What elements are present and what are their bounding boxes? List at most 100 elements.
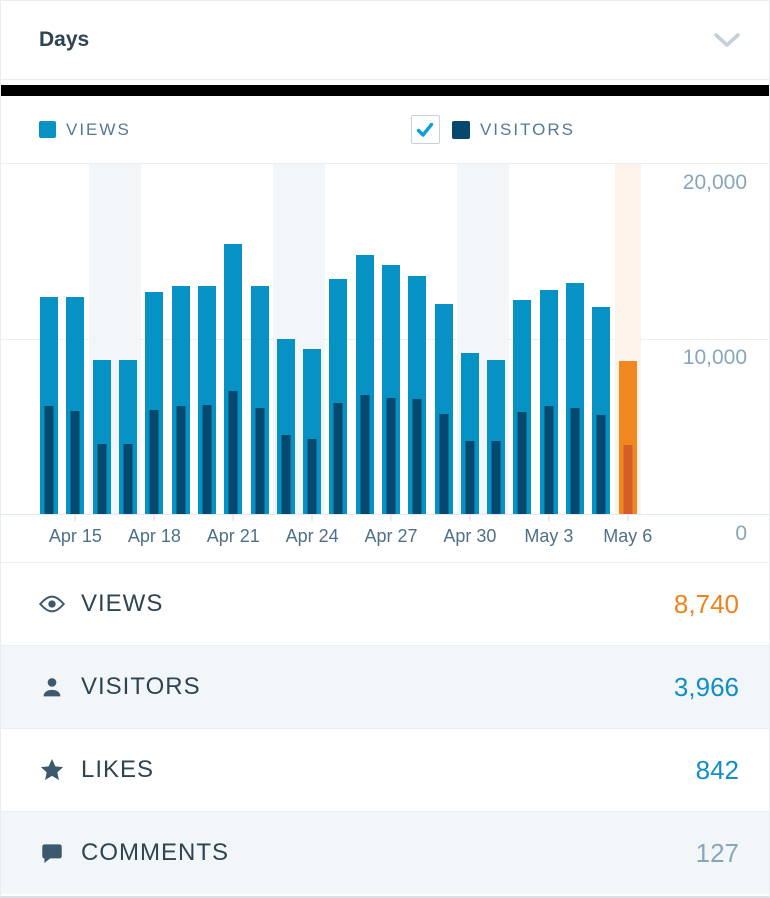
legend-item-views: VIEWS: [39, 120, 131, 140]
views-bar[interactable]: [382, 264, 400, 514]
bar-group-apr-30[interactable]: [456, 164, 484, 514]
views-bar[interactable]: [329, 278, 348, 514]
bar-group-apr-22[interactable]: [246, 164, 272, 514]
visitors-bar[interactable]: [228, 390, 238, 514]
bar-group-apr-15[interactable]: [62, 164, 88, 514]
y-axis-label-20000: 20,000: [682, 171, 747, 194]
views-bar[interactable]: [592, 306, 611, 514]
visitors-bar[interactable]: [570, 407, 580, 514]
star-icon: [39, 757, 65, 783]
bar-group-apr-29[interactable]: [430, 164, 456, 514]
bar-group-apr-21[interactable]: [220, 164, 246, 514]
bar-group-apr-14[interactable]: [36, 164, 62, 514]
period-header[interactable]: Days: [1, 1, 769, 80]
visitors-bar[interactable]: [412, 399, 422, 514]
chevron-down-icon[interactable]: [713, 32, 741, 48]
visitors-bar[interactable]: [386, 397, 396, 514]
bar-group-apr-25[interactable]: [325, 164, 351, 514]
views-bar[interactable]: [566, 282, 585, 514]
x-axis-label: Apr 18: [127, 526, 181, 546]
visitors-bar[interactable]: [255, 407, 265, 514]
views-bar[interactable]: [119, 360, 138, 514]
views-bar[interactable]: [618, 361, 637, 514]
bar-group-apr-18[interactable]: [141, 164, 167, 514]
views-bar[interactable]: [487, 359, 506, 514]
visitors-bar[interactable]: [123, 443, 133, 514]
masthead-strip: [1, 85, 769, 96]
visitors-bar[interactable]: [70, 410, 80, 514]
bar-group-may-1[interactable]: [483, 164, 510, 514]
comment-icon: [39, 840, 65, 866]
stat-row[interactable]: VIEWS 8,740: [1, 562, 769, 645]
visitors-bar[interactable]: [360, 395, 370, 514]
bar-group-may-5[interactable]: [588, 164, 614, 514]
visitors-bar[interactable]: [517, 411, 527, 514]
bar-group-apr-28[interactable]: [404, 164, 430, 514]
legend-item-visitors: VISITORS: [410, 115, 575, 144]
visitors-bar[interactable]: [465, 441, 475, 514]
bar-group-may-3[interactable]: [536, 164, 562, 514]
views-bar[interactable]: [92, 359, 111, 514]
views-bar[interactable]: [408, 276, 427, 514]
bar-group-apr-20[interactable]: [194, 164, 220, 514]
visitors-bar[interactable]: [97, 444, 107, 514]
x-axis-tick: [153, 515, 155, 521]
visitors-bar[interactable]: [176, 406, 186, 514]
views-bar[interactable]: [276, 338, 295, 514]
views-bar[interactable]: [460, 352, 479, 514]
views-bar[interactable]: [539, 290, 558, 514]
bar-group-apr-17[interactable]: [114, 164, 142, 514]
visitors-bar[interactable]: [623, 444, 633, 514]
visitors-checkbox[interactable]: [410, 115, 440, 144]
bar-chart: Apr 15 Apr 18 Apr 21 Apr 24 Apr 27 Apr 30 May …: [1, 163, 769, 562]
stat-label: LIKES: [81, 756, 155, 783]
bar-group-apr-24[interactable]: [298, 164, 326, 514]
visitors-bar[interactable]: [439, 414, 449, 514]
stat-value: 127: [695, 837, 739, 868]
visitors-bar[interactable]: [281, 435, 291, 514]
bar-group-may-4[interactable]: [562, 164, 588, 514]
views-bar[interactable]: [40, 297, 59, 514]
visitors-bar[interactable]: [544, 406, 554, 514]
views-bar[interactable]: [250, 285, 269, 514]
stat-value: 842: [695, 754, 739, 785]
views-bar[interactable]: [434, 303, 453, 514]
eye-icon: [39, 591, 65, 617]
page-title: Days: [39, 28, 90, 51]
x-axis-label: May 6: [603, 526, 653, 546]
views-bar[interactable]: [513, 299, 532, 514]
chart-legend: VIEWS VISITORS: [1, 96, 769, 163]
bar-group-apr-23[interactable]: [272, 164, 299, 514]
views-bar[interactable]: [355, 255, 374, 514]
stat-row[interactable]: LIKES 842: [1, 728, 769, 811]
stat-row[interactable]: COMMENTS 127: [1, 811, 769, 894]
bar-group-apr-19[interactable]: [167, 164, 193, 514]
views-bar[interactable]: [197, 286, 216, 514]
views-bar[interactable]: [145, 291, 164, 514]
x-axis-label: Apr 24: [285, 526, 339, 546]
bar-group-apr-26[interactable]: [352, 164, 378, 514]
y-axis-label-10000: 10,000: [682, 346, 747, 369]
chart-plot-area: [1, 163, 769, 514]
visitors-bar[interactable]: [44, 406, 54, 514]
visitors-bar[interactable]: [491, 440, 501, 514]
views-bar[interactable]: [171, 285, 190, 514]
views-bar[interactable]: [303, 348, 322, 514]
visitors-bar[interactable]: [307, 438, 317, 514]
stat-row[interactable]: VISITORS 3,966: [1, 645, 769, 728]
views-bar[interactable]: [66, 296, 85, 514]
bar-group-apr-27[interactable]: [378, 164, 404, 514]
visitors-bar[interactable]: [333, 403, 343, 514]
x-axis-tick: [627, 515, 629, 521]
views-swatch: [39, 121, 56, 138]
bar-group-may-6[interactable]: [614, 164, 641, 514]
visitors-bar[interactable]: [596, 414, 606, 514]
visitors-bar[interactable]: [202, 404, 212, 514]
x-axis: Apr 15 Apr 18 Apr 21 Apr 24 Apr 27 Apr 30 May …: [1, 514, 769, 562]
x-axis-tick: [390, 515, 392, 521]
x-axis-label: May 3: [524, 526, 574, 546]
views-bar[interactable]: [224, 243, 243, 514]
visitors-bar[interactable]: [149, 410, 159, 514]
bar-group-apr-16[interactable]: [88, 164, 115, 514]
bar-group-may-2[interactable]: [509, 164, 535, 514]
